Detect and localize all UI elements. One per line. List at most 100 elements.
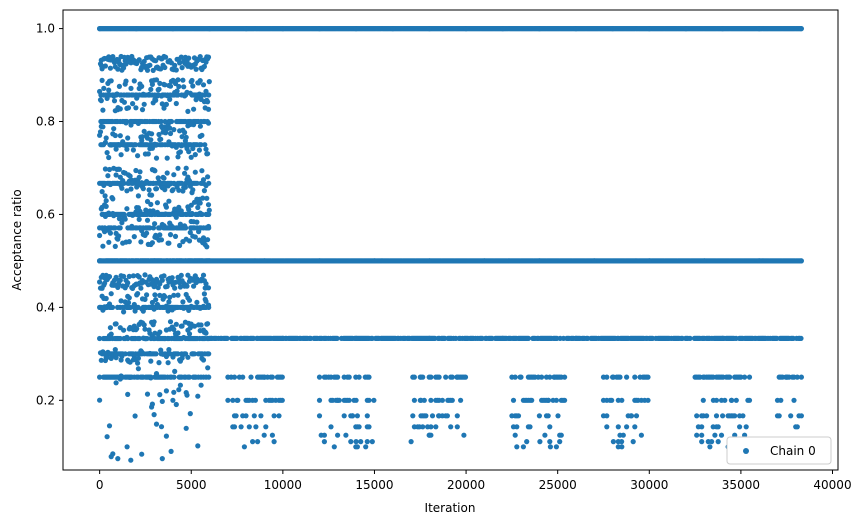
data-point	[97, 26, 103, 32]
data-point	[175, 351, 181, 357]
data-point	[144, 391, 151, 397]
data-point	[179, 134, 185, 140]
data-point	[124, 206, 130, 212]
data-point	[177, 149, 183, 155]
data-point	[113, 380, 119, 386]
data-point	[143, 207, 149, 213]
data-point	[158, 424, 165, 430]
data-point	[167, 232, 174, 238]
data-point	[110, 196, 116, 202]
data-point	[436, 413, 442, 419]
data-point	[729, 397, 735, 403]
data-point	[119, 185, 125, 191]
data-point	[798, 26, 805, 32]
data-point	[462, 374, 469, 380]
data-point	[99, 77, 105, 83]
data-point	[746, 374, 753, 380]
data-point	[207, 26, 213, 32]
data-point	[206, 225, 212, 231]
data-point	[157, 392, 163, 398]
data-point	[102, 193, 108, 199]
data-point	[134, 326, 140, 332]
data-point	[183, 165, 189, 171]
data-point	[103, 295, 109, 302]
data-point	[126, 239, 132, 245]
data-point	[776, 413, 782, 419]
data-point	[158, 66, 164, 72]
data-point	[135, 304, 141, 310]
data-point	[172, 279, 179, 285]
data-point	[354, 444, 360, 450]
data-point	[411, 397, 417, 403]
data-point	[205, 106, 212, 112]
data-point	[512, 374, 518, 380]
data-point	[426, 432, 432, 438]
data-point	[609, 397, 615, 403]
data-point	[206, 351, 212, 357]
data-point	[151, 319, 157, 325]
data-point	[720, 413, 726, 419]
data-point	[203, 330, 209, 336]
data-point	[136, 57, 142, 63]
data-point	[149, 192, 155, 198]
data-point	[346, 397, 352, 403]
data-point	[195, 443, 201, 449]
data-point	[167, 319, 174, 325]
data-point	[269, 432, 275, 438]
data-point	[190, 187, 196, 193]
data-point	[163, 204, 169, 210]
data-point	[200, 195, 206, 201]
data-point	[354, 413, 360, 419]
data-point	[458, 397, 464, 403]
data-point	[179, 65, 185, 71]
data-point	[326, 374, 332, 380]
data-point	[170, 397, 176, 403]
data-point	[408, 439, 414, 445]
data-point	[369, 439, 375, 445]
data-point	[390, 26, 396, 32]
data-point	[200, 272, 207, 278]
data-point	[615, 424, 621, 430]
data-point	[444, 413, 450, 419]
data-point	[205, 174, 211, 180]
data-point	[167, 130, 174, 137]
data-point	[720, 335, 726, 341]
data-point	[135, 193, 141, 199]
data-point	[206, 207, 212, 213]
data-point	[118, 298, 124, 304]
data-point	[171, 180, 177, 186]
data-point	[168, 118, 175, 125]
data-point	[637, 374, 643, 380]
data-point	[353, 397, 359, 403]
data-point	[197, 54, 203, 60]
data-point	[364, 413, 370, 419]
data-point	[107, 65, 113, 71]
data-point	[638, 432, 645, 438]
data-point	[156, 360, 162, 366]
data-point	[179, 180, 185, 186]
data-point	[170, 187, 176, 193]
data-point	[699, 432, 705, 438]
data-point	[718, 432, 725, 438]
data-point	[421, 397, 427, 403]
data-point	[156, 131, 162, 138]
data-point	[205, 365, 211, 371]
data-point	[356, 374, 362, 380]
data-point	[178, 272, 184, 278]
data-point	[109, 304, 116, 310]
data-point	[180, 77, 186, 83]
data-point	[371, 258, 378, 264]
data-point	[428, 397, 434, 403]
data-point	[128, 85, 134, 91]
data-point	[364, 439, 370, 445]
data-point	[201, 291, 207, 297]
data-point	[454, 413, 460, 419]
data-point	[420, 424, 426, 430]
data-point	[125, 391, 131, 397]
data-point	[166, 299, 172, 305]
data-point	[121, 309, 127, 315]
data-point	[204, 195, 210, 201]
data-point	[186, 331, 193, 337]
data-point	[175, 92, 181, 98]
data-point	[715, 439, 721, 445]
